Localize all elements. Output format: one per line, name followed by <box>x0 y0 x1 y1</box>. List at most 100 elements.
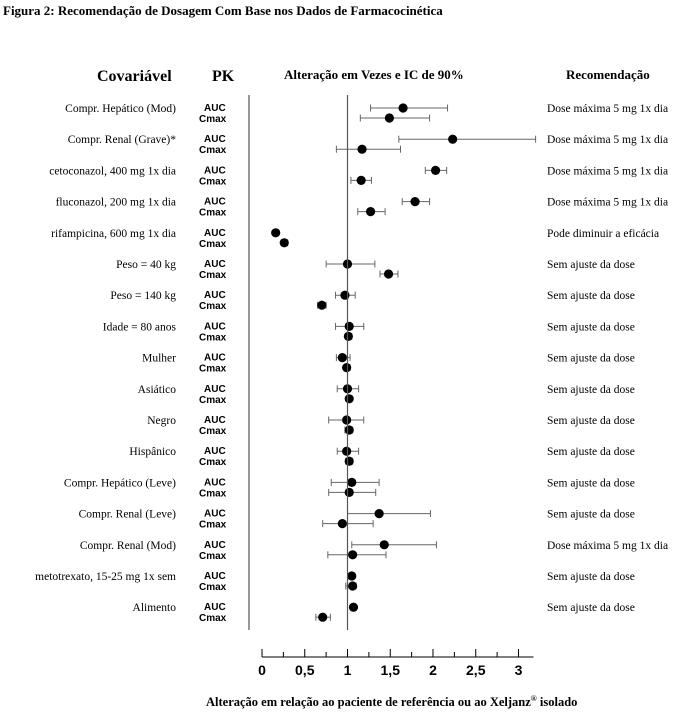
header-pk: PK <box>212 68 235 85</box>
pk-label-cmax: Cmax <box>199 457 227 468</box>
recommendation-label: Sem ajuste da dose <box>547 446 635 458</box>
pk-label-auc: AUC <box>204 197 226 208</box>
recommendation-label: Sem ajuste da dose <box>547 384 635 396</box>
x-tick-label: 1,5 <box>381 662 401 678</box>
cmax-point-estimate <box>337 519 347 529</box>
auc-point-estimate <box>344 321 354 331</box>
pk-label-auc: AUC <box>204 384 226 395</box>
cmax-point-estimate <box>356 175 366 185</box>
pk-label-auc: AUC <box>204 540 226 551</box>
auc-point-estimate <box>342 415 352 425</box>
pk-label-auc: AUC <box>204 165 226 176</box>
pk-label-cmax: Cmax <box>199 426 227 437</box>
pk-label-cmax: Cmax <box>199 176 227 187</box>
recommendation-label: Sem ajuste da dose <box>547 259 635 271</box>
x-tick-label: 0 <box>258 662 266 678</box>
x-tick-label: 3 <box>515 662 523 678</box>
pk-label-cmax: Cmax <box>199 582 227 593</box>
covariate-label: Hispânico <box>129 446 176 458</box>
cmax-point-estimate <box>344 394 354 404</box>
cmax-point-estimate <box>343 331 353 341</box>
pk-label-cmax: Cmax <box>199 520 227 531</box>
pk-label-cmax: Cmax <box>199 613 227 624</box>
covariate-label: Mulher <box>142 353 176 365</box>
covariate-label: rifampicina, 600 mg 1x dia <box>51 228 176 240</box>
covariate-label: fluconazol, 200 mg 1x dia <box>56 197 176 209</box>
pk-label-cmax: Cmax <box>199 364 227 375</box>
pk-label-cmax: Cmax <box>199 395 227 406</box>
pk-label-cmax: Cmax <box>199 301 227 312</box>
recommendation-label: Dose máxima 5 mg 1x dia <box>547 134 668 146</box>
auc-point-estimate <box>340 290 350 300</box>
covariate-label: metotrexato, 15-25 mg 1x sem <box>35 571 176 583</box>
pk-label-auc: AUC <box>204 602 226 613</box>
x-axis-label-suffix: isolado <box>537 695 578 709</box>
auc-point-estimate <box>347 571 357 581</box>
pk-label-cmax: Cmax <box>199 551 227 562</box>
recommendation-label: Dose máxima 5 mg 1x dia <box>547 165 668 177</box>
x-tick-label: 0,5 <box>295 662 315 678</box>
auc-point-estimate <box>374 508 384 519</box>
covariate-label: Compr. Renal (Grave)* <box>68 134 177 146</box>
pk-label-auc: AUC <box>204 509 226 520</box>
cmax-point-estimate <box>318 612 328 622</box>
auc-point-estimate <box>347 477 357 487</box>
covariate-label: Compr. Hepático (Mod) <box>65 103 176 115</box>
auc-point-estimate <box>410 197 420 207</box>
recommendation-label: Sem ajuste da dose <box>547 509 635 521</box>
recommendation-label: Sem ajuste da dose <box>547 321 635 333</box>
pk-label-auc: AUC <box>204 321 226 332</box>
recommendation-label: Sem ajuste da dose <box>547 571 635 583</box>
recommendation-label: Sem ajuste da dose <box>547 477 635 489</box>
auc-point-estimate <box>348 602 359 612</box>
cmax-point-estimate <box>348 550 358 560</box>
pk-label-auc: AUC <box>204 446 226 457</box>
cmax-point-estimate <box>317 300 327 310</box>
recommendation-label: Sem ajuste da dose <box>547 290 635 302</box>
recommendation-label: Sem ajuste da dose <box>547 353 635 365</box>
x-tick-label: 1 <box>344 662 352 678</box>
auc-point-estimate <box>342 446 352 456</box>
x-tick-label: 2,5 <box>466 662 486 678</box>
cmax-point-estimate <box>344 487 354 497</box>
auc-point-estimate <box>379 540 389 550</box>
x-axis-label-sup: ® <box>531 694 537 703</box>
pk-label-cmax: Cmax <box>199 239 227 250</box>
pk-label-cmax: Cmax <box>199 145 227 156</box>
recommendation-label: Sem ajuste da dose <box>547 602 635 614</box>
pk-label-auc: AUC <box>204 103 226 114</box>
covariate-label: Compr. Renal (Mod) <box>80 540 176 552</box>
recommendation-label: Dose máxima 5 mg 1x dia <box>547 540 668 552</box>
auc-point-estimate <box>337 353 347 363</box>
covariate-label: cetoconazol, 400 mg 1x dia <box>49 165 176 177</box>
recommendation-label: Sem ajuste da dose <box>547 415 635 427</box>
header-covariate: Covariável <box>97 68 172 85</box>
covariate-label: Compr. Renal (Leve) <box>79 509 177 521</box>
covariate-label: Negro <box>147 415 176 427</box>
figure-title: Figura 2: Recomendação de Dosagem Com Ba… <box>3 3 443 18</box>
pk-label-auc: AUC <box>204 353 226 364</box>
x-tick-label: 2 <box>429 662 437 678</box>
covariate-label: Asiático <box>138 384 177 396</box>
cmax-point-estimate <box>365 207 376 217</box>
cmax-point-estimate <box>348 581 358 591</box>
pk-label-cmax: Cmax <box>199 208 227 219</box>
pk-label-auc: AUC <box>204 571 226 582</box>
recommendation-label: Dose máxima 5 mg 1x dia <box>547 103 668 115</box>
auc-point-estimate <box>448 134 458 144</box>
pk-label-cmax: Cmax <box>199 488 227 499</box>
auc-point-estimate <box>398 103 408 113</box>
